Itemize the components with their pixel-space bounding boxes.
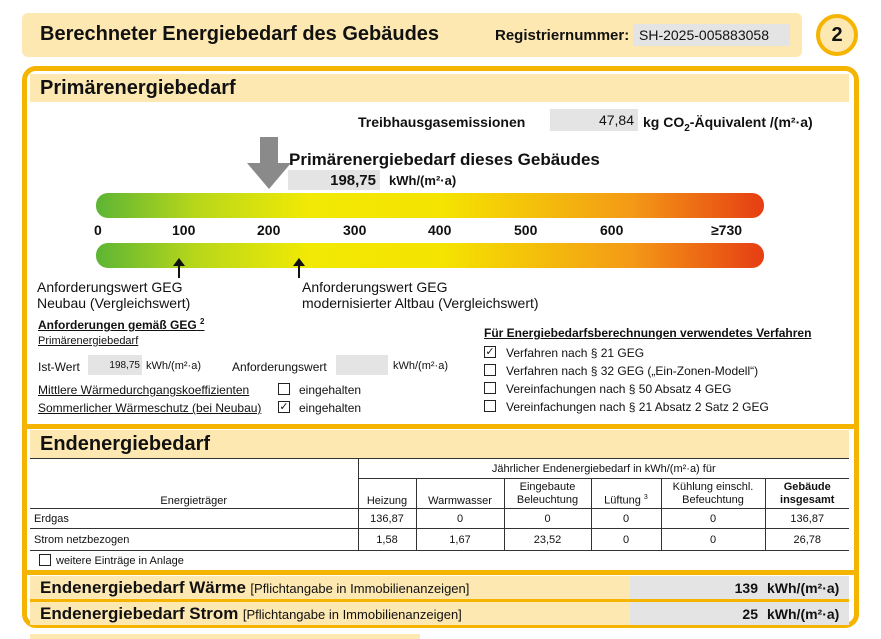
section-divider — [27, 570, 854, 575]
building-demand-label: Primärenergiebedarf dieses Gebäudes — [289, 150, 600, 169]
section-divider — [27, 424, 854, 429]
scale-tick: 600 — [600, 222, 624, 238]
col-gesamt: Gebäude insgesamt — [764, 478, 849, 509]
value-cell: 0 — [660, 508, 766, 529]
verfahren-checkbox[interactable] — [484, 382, 496, 394]
strom-value-box — [630, 602, 849, 625]
waerme-unit: kWh/(m²·a) — [767, 580, 840, 596]
mittlere-checkbox[interactable] — [278, 383, 290, 395]
carrier-cell: Strom netzbezogen — [30, 528, 359, 551]
value-cell: 0 — [590, 528, 662, 551]
sommer-label: Sommerlicher Wärmeschutz (bei Neubau) — [38, 401, 262, 415]
verfahren-checkbox[interactable] — [484, 400, 496, 412]
verfahren-option: Verfahren nach § 32 GEG („Ein-Zonen-Mode… — [506, 364, 759, 378]
strom-row — [30, 602, 630, 625]
col-kuehlung: Kühlung einschl. Befeuchtung — [660, 478, 766, 509]
energy-scale-bottom-bar — [96, 243, 764, 268]
value-cell: 0 — [415, 508, 505, 529]
requirements-subtitle: Primärenergiebedarf — [38, 335, 139, 347]
page-number-badge: 2 — [816, 14, 858, 56]
page-title: Berechneter Energiebedarf des Gebäudes — [40, 23, 440, 45]
ist-value: 198,75 — [88, 355, 142, 375]
end-energy-table: Energieträger Jährlicher Endenergiebedar… — [30, 458, 849, 551]
col-heizung: Heizung — [357, 478, 417, 509]
verfahren-option: Verfahren nach § 21 GEG — [506, 346, 645, 360]
end-section-title: Endenergiebedarf — [30, 430, 849, 458]
scale-tick: 500 — [514, 222, 538, 238]
ghg-unit: kg CO2-Äquivalent /(m²·a) — [643, 114, 813, 134]
strom-value: 25 — [742, 606, 758, 622]
waerme-label: Endenergiebedarf Wärme [Pflichtangabe in… — [40, 578, 470, 597]
carrier-cell: Erdgas — [30, 508, 359, 529]
registration-number: SH-2025-005883058 — [633, 24, 790, 46]
footer-stripe — [30, 634, 420, 639]
mittlere-label: Mittlere Wärmedurchgangskoeffizienten — [38, 383, 250, 397]
requirements-title: Anforderungen gemäß GEG 2 — [38, 317, 205, 332]
value-cell: 1,58 — [357, 528, 417, 551]
main-frame — [22, 66, 859, 628]
more-entries-checkbox[interactable] — [39, 554, 51, 566]
sommer-checkbox[interactable]: ✓ — [278, 401, 290, 413]
value-cell: 136,87 — [357, 508, 417, 529]
value-cell: 0 — [590, 508, 662, 529]
value-cell: 0 — [660, 528, 766, 551]
value-cell: 1,67 — [415, 528, 505, 551]
building-demand-value: 198,75 — [288, 170, 380, 190]
total-cell: 26,78 — [764, 528, 849, 551]
verfahren-option: Vereinfachungen nach § 21 Absatz 2 Satz … — [506, 400, 769, 414]
verfahren-checkbox[interactable] — [484, 364, 496, 376]
value-cell: 0 — [503, 508, 592, 529]
registration-label: Registriernummer: — [495, 27, 630, 44]
table-row: Erdgas 136,87 0 0 0 0 136,87 — [30, 508, 849, 529]
col-lueftung: Lüftung 3 — [590, 478, 662, 509]
sommer-status: eingehalten — [299, 401, 362, 415]
scale-tick: 0 — [94, 222, 102, 238]
ghg-label: Treibhausgasemissionen — [358, 114, 526, 130]
scale-tick: 100 — [172, 222, 196, 238]
altbau-reference-label: Anforderungswert GEG modernisierter Altb… — [302, 279, 539, 311]
anforderung-unit: kWh/(m²·a) — [393, 360, 448, 372]
col-warmwasser: Warmwasser — [415, 478, 505, 509]
verfahren-option: Vereinfachungen nach § 50 Absatz 4 GEG — [506, 382, 732, 396]
strom-unit: kWh/(m²·a) — [767, 606, 840, 622]
strom-label: Endenergiebedarf Strom [Pflichtangabe in… — [40, 604, 462, 623]
scale-tick: 400 — [428, 222, 452, 238]
scale-tick: 200 — [257, 222, 281, 238]
energietraeger-header: Energieträger — [30, 458, 359, 509]
waerme-value-box — [630, 576, 849, 599]
primary-section-title: Primärenergiebedarf — [30, 74, 849, 102]
arrow-down-icon — [247, 137, 291, 189]
total-cell: 136,87 — [764, 508, 849, 529]
scale-tick: 300 — [343, 222, 367, 238]
col-beleuchtung: Eingebaute Beleuchtung — [503, 478, 592, 509]
ist-unit: kWh/(m²·a) — [146, 360, 201, 372]
more-entries-label: weitere Einträge in Anlage — [56, 555, 184, 567]
waerme-value: 139 — [734, 580, 758, 596]
ist-label: Ist-Wert — [38, 360, 80, 374]
anforderung-value — [336, 355, 388, 375]
verfahren-checkbox[interactable]: ✓ — [484, 346, 496, 358]
group-header: Jährlicher Endenergiebedarf in kWh/(m²·a… — [357, 458, 849, 479]
building-demand-unit: kWh/(m²·a) — [389, 173, 457, 188]
neubau-marker-arrow-icon — [173, 258, 185, 278]
energy-scale-top-bar — [96, 193, 764, 218]
verfahren-title: Für Energiebedarfsberechnungen verwendet… — [484, 326, 812, 340]
waerme-row — [30, 576, 630, 599]
table-row: Strom netzbezogen 1,58 1,67 23,52 0 0 26… — [30, 528, 849, 551]
row-divider — [30, 599, 849, 602]
ghg-value: 47,84 — [550, 109, 638, 131]
value-cell: 23,52 — [503, 528, 592, 551]
anforderung-label: Anforderungswert — [232, 360, 327, 374]
altbau-marker-arrow-icon — [293, 258, 305, 278]
scale-tick: ≥730 — [711, 222, 743, 238]
mittlere-status: eingehalten — [299, 383, 362, 397]
neubau-reference-label: Anforderungswert GEG Neubau (Vergleichsw… — [37, 279, 191, 311]
